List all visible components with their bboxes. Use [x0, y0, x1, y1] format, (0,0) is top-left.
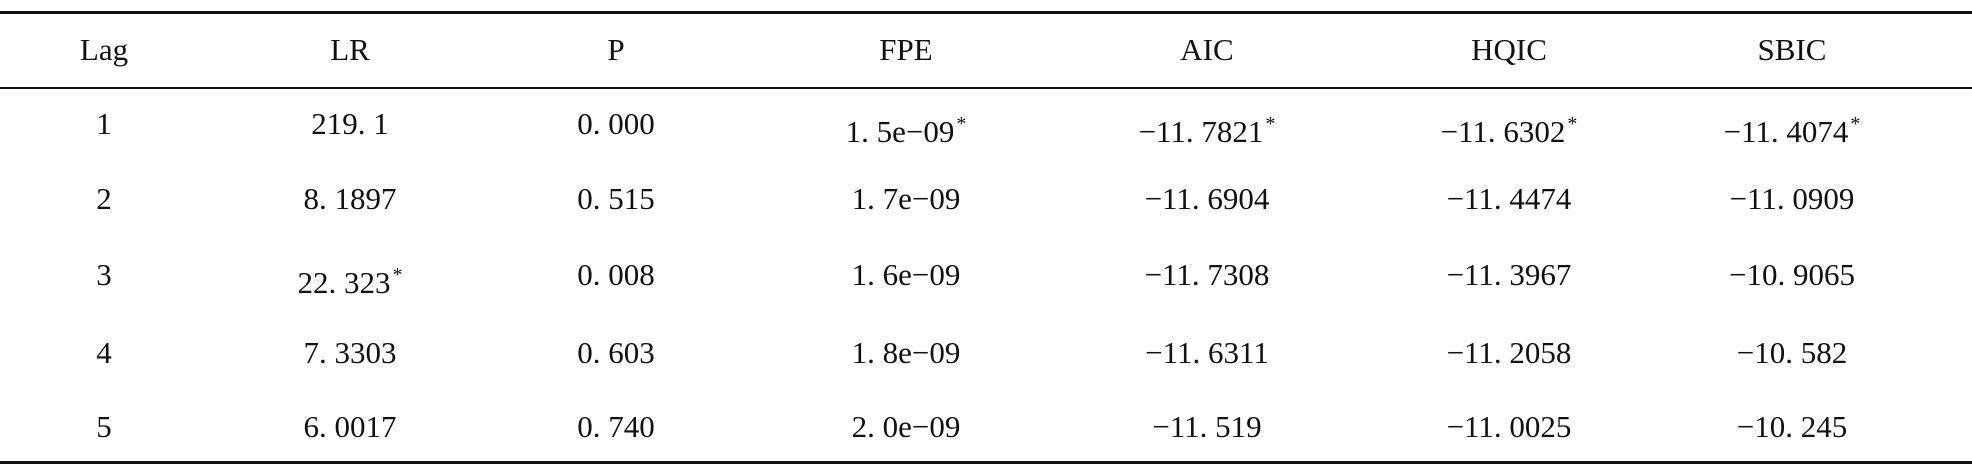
table-cell: 1. 5e−09 * — [756, 104, 1056, 152]
table-cell: −11. 0909 — [1729, 181, 1855, 216]
table-cell: 6. 0017 — [303, 409, 397, 444]
table-cell: 1. 6e−09 — [851, 257, 961, 292]
table-cell: 22. 323 * — [200, 255, 500, 303]
table-cell: 0. 008 — [577, 257, 655, 292]
header-cell: Lag — [79, 32, 129, 67]
table-cell: 8. 1897 — [303, 181, 397, 216]
header-cell: AIC — [1180, 32, 1234, 67]
table-cell: 0. 603 — [577, 335, 655, 370]
table-cell: −10. 9065 — [1729, 257, 1855, 292]
table-cell: 5 — [96, 409, 112, 444]
table-cell: 7. 3303 — [303, 335, 397, 370]
header-cell: P — [607, 32, 625, 67]
table-cell: 219. 1 — [311, 106, 389, 141]
table-cell: 1. 8e−09 — [851, 335, 961, 370]
cell-text: 22. 323 — [297, 265, 391, 300]
header-cell: FPE — [879, 32, 933, 67]
table-cell: −11. 6311 — [1145, 335, 1269, 370]
header-cell: SBIC — [1757, 32, 1827, 67]
table-cell: 0. 740 — [577, 409, 655, 444]
significance-note: * — [1567, 113, 1578, 135]
header-cell: LR — [330, 32, 370, 67]
table-cell: −11. 3967 — [1446, 257, 1572, 292]
table-cell: 3 — [96, 257, 112, 292]
significance-note: * — [392, 264, 403, 286]
table-cell: −10. 582 — [1736, 335, 1848, 370]
table-cell: −10. 245 — [1736, 409, 1848, 444]
bottom-rule — [0, 461, 1972, 464]
cell-text: −11. 4074 — [1723, 114, 1849, 149]
cell-text: −11. 7821 — [1138, 114, 1264, 149]
cell-text: −11. 6302 — [1440, 114, 1566, 149]
header-rule — [0, 87, 1972, 89]
table-cell: 1. 7e−09 — [851, 181, 961, 216]
table-cell: 0. 515 — [577, 181, 655, 216]
table-cell: 2. 0e−09 — [851, 409, 961, 444]
table-cell: −11. 0025 — [1446, 409, 1572, 444]
table-cell: 1 — [96, 106, 112, 141]
table-cell: −11. 6302 * — [1359, 104, 1659, 152]
header-cell: HQIC — [1471, 32, 1547, 67]
table-cell: −11. 519 — [1152, 409, 1262, 444]
table-cell: 4 — [96, 335, 112, 370]
table-cell: 0. 000 — [577, 106, 655, 141]
table-cell: −11. 6904 — [1144, 181, 1270, 216]
top-rule — [0, 11, 1972, 14]
table-cell: −11. 2058 — [1446, 335, 1572, 370]
significance-note: * — [1265, 113, 1276, 135]
table-cell: −11. 4074 * — [1642, 104, 1942, 152]
table-cell: −11. 4474 — [1446, 181, 1572, 216]
table-cell: 2 — [96, 181, 112, 216]
significance-note: * — [1850, 113, 1861, 135]
significance-note: * — [956, 113, 967, 135]
cell-text: 1. 5e−09 — [845, 114, 955, 149]
table-cell: −11. 7821 * — [1057, 104, 1357, 152]
table-cell: −11. 7308 — [1144, 257, 1270, 292]
